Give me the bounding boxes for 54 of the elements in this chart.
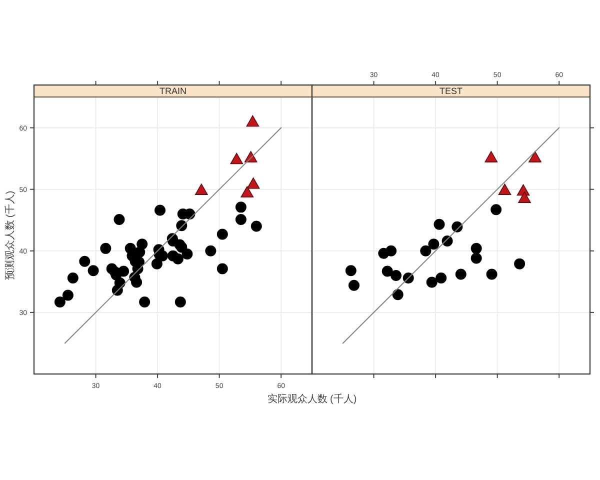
point xyxy=(136,238,148,250)
point xyxy=(216,228,228,240)
point xyxy=(392,289,404,300)
point xyxy=(490,204,502,216)
point xyxy=(470,252,482,264)
point xyxy=(114,214,125,225)
point xyxy=(250,220,262,232)
point xyxy=(434,218,445,230)
point xyxy=(486,268,498,280)
point xyxy=(455,268,466,280)
point xyxy=(436,272,447,284)
point xyxy=(246,178,260,189)
point xyxy=(79,256,90,267)
chart-title: TRAIN xyxy=(160,86,186,96)
point xyxy=(498,184,512,195)
chart-title: TEST xyxy=(439,86,463,96)
point xyxy=(195,184,208,195)
point xyxy=(114,277,126,288)
point xyxy=(174,296,186,308)
point xyxy=(88,265,99,276)
point xyxy=(151,258,162,270)
point xyxy=(62,290,74,301)
point xyxy=(382,266,393,277)
point xyxy=(428,238,440,250)
point xyxy=(528,151,542,162)
point xyxy=(470,242,482,254)
point xyxy=(518,192,531,203)
x-axis-title: 实际观众人数 (千人) xyxy=(267,393,357,405)
point xyxy=(54,296,66,308)
point xyxy=(235,202,246,213)
point xyxy=(118,266,130,277)
point xyxy=(386,245,397,256)
point xyxy=(390,270,402,282)
point xyxy=(345,265,356,276)
point xyxy=(205,245,216,256)
point xyxy=(100,242,112,254)
point xyxy=(154,204,166,216)
point xyxy=(139,296,150,308)
point xyxy=(348,280,360,291)
point xyxy=(182,248,193,260)
point xyxy=(216,263,228,274)
point xyxy=(484,151,498,162)
point xyxy=(240,186,254,198)
point xyxy=(235,214,246,225)
point xyxy=(420,245,432,256)
y-axis-title: 预测观众人数 (千人) xyxy=(4,190,16,280)
point xyxy=(514,258,526,270)
point xyxy=(172,253,184,264)
point xyxy=(67,272,78,284)
point xyxy=(246,115,260,127)
point xyxy=(131,276,142,288)
point xyxy=(176,242,188,253)
point xyxy=(426,276,438,288)
point xyxy=(230,152,244,164)
